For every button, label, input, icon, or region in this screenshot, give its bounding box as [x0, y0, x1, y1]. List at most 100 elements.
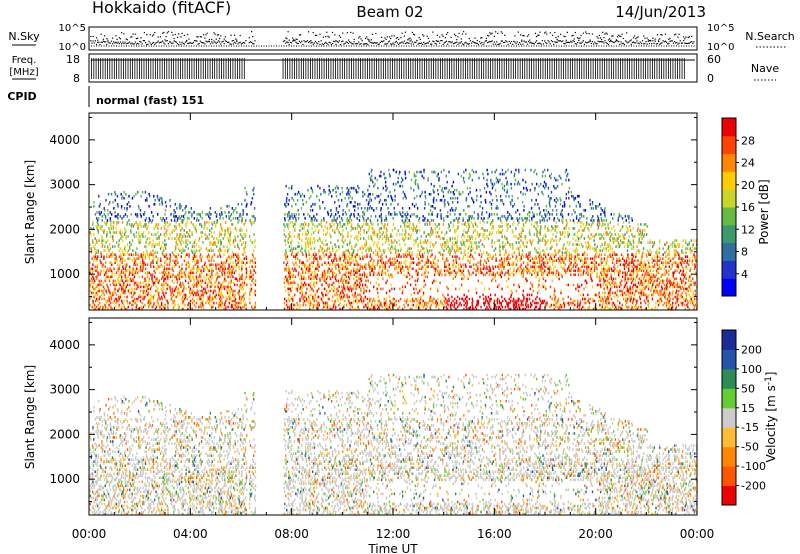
- power-cell: [403, 261, 405, 265]
- power-cell: [386, 223, 389, 226]
- power-cell: [148, 231, 150, 234]
- power-cell: [314, 271, 316, 275]
- power-cell: [284, 255, 287, 258]
- power-cell: [311, 265, 314, 269]
- nsky-point: [494, 43, 497, 45]
- nsky-point: [657, 40, 660, 43]
- power-cell: [225, 259, 228, 263]
- power-cell: [224, 249, 226, 252]
- nsky-tick-low: 10^0: [59, 42, 86, 53]
- power-cell: [297, 283, 299, 287]
- power-cell: [198, 267, 200, 271]
- power-cell: [95, 275, 97, 279]
- power-cell: [133, 235, 136, 238]
- power-cell: [251, 259, 254, 263]
- power-cell: [224, 229, 226, 232]
- power-cell: [409, 235, 412, 238]
- nsky-point: [559, 40, 562, 42]
- power-cell: [119, 247, 122, 250]
- power-cell: [320, 225, 323, 228]
- power-cell: [357, 235, 359, 238]
- power-cell: [225, 215, 228, 218]
- nsky-point: [432, 40, 434, 42]
- power-cell: [372, 223, 374, 226]
- power-cell: [454, 209, 456, 212]
- power-cell: [353, 209, 356, 212]
- power-cell: [92, 301, 94, 305]
- power-cell: [440, 198, 443, 202]
- power-cell: [104, 303, 106, 307]
- power-cell: [329, 227, 331, 230]
- power-cell: [208, 213, 210, 216]
- power-cell: [195, 285, 198, 289]
- power-cell: [360, 227, 362, 230]
- power-cell: [335, 267, 337, 271]
- power-cell: [432, 229, 434, 232]
- power-cell: [111, 237, 114, 240]
- nsky-point: [232, 39, 234, 42]
- power-cell: [426, 233, 429, 236]
- power-cell: [395, 267, 397, 271]
- power-cell: [283, 281, 285, 285]
- power-cell: [186, 231, 188, 234]
- nsky-point: [531, 42, 533, 44]
- power-cell: [394, 227, 396, 230]
- power-cell: [339, 221, 341, 224]
- power-cell: [200, 259, 202, 263]
- power-cell: [322, 295, 324, 299]
- power-cell: [353, 269, 355, 273]
- power-cell: [245, 205, 247, 208]
- power-cell: [207, 281, 210, 285]
- power-cell: [309, 289, 311, 293]
- power-cell: [336, 297, 339, 301]
- nsky-point: [557, 35, 559, 38]
- power-cell: [458, 190, 460, 194]
- power-cell: [210, 263, 213, 267]
- power-cell: [399, 269, 402, 273]
- nsky-point: [554, 41, 556, 43]
- power-cell: [228, 247, 230, 250]
- power-cell: [122, 257, 124, 260]
- power-cell: [134, 297, 136, 301]
- power-cell: [112, 239, 115, 242]
- power-cell: [122, 287, 124, 291]
- power-cell: [342, 259, 345, 263]
- power-cell: [357, 207, 359, 210]
- power-cell: [155, 279, 157, 283]
- power-cell: [109, 261, 111, 265]
- power-cell: [436, 215, 438, 218]
- nsky-point: [618, 34, 620, 36]
- nsky-point: [566, 31, 568, 33]
- power-cell: [148, 297, 150, 301]
- power-cell: [418, 251, 421, 254]
- power-cell: [219, 275, 221, 279]
- power-cell: [313, 299, 315, 303]
- power-cell: [370, 303, 373, 307]
- power-cell: [184, 279, 187, 283]
- nsky-point: [92, 40, 94, 42]
- nsky-point: [386, 36, 388, 38]
- power-cell: [299, 303, 301, 307]
- power-cell: [153, 202, 156, 206]
- power-cell: [217, 239, 220, 242]
- nsky-point: [565, 39, 567, 41]
- power-cell: [209, 303, 211, 307]
- power-cell: [219, 215, 222, 218]
- power-cell: [369, 281, 372, 285]
- power-cell: [243, 293, 245, 297]
- power-cell: [425, 269, 427, 273]
- power-cell: [100, 279, 102, 283]
- nsky-point: [124, 41, 126, 43]
- power-cell: [363, 211, 365, 214]
- nsky-point: [538, 42, 540, 44]
- power-cell: [336, 227, 338, 230]
- nsky-point: [360, 43, 362, 45]
- power-cell: [96, 259, 98, 263]
- power-cell: [243, 297, 246, 301]
- power-cell: [350, 271, 352, 275]
- power-cell: [361, 283, 364, 287]
- power-cell: [132, 267, 134, 271]
- power-cell: [121, 217, 123, 220]
- nsky-point: [537, 42, 539, 45]
- power-cell: [103, 207, 105, 210]
